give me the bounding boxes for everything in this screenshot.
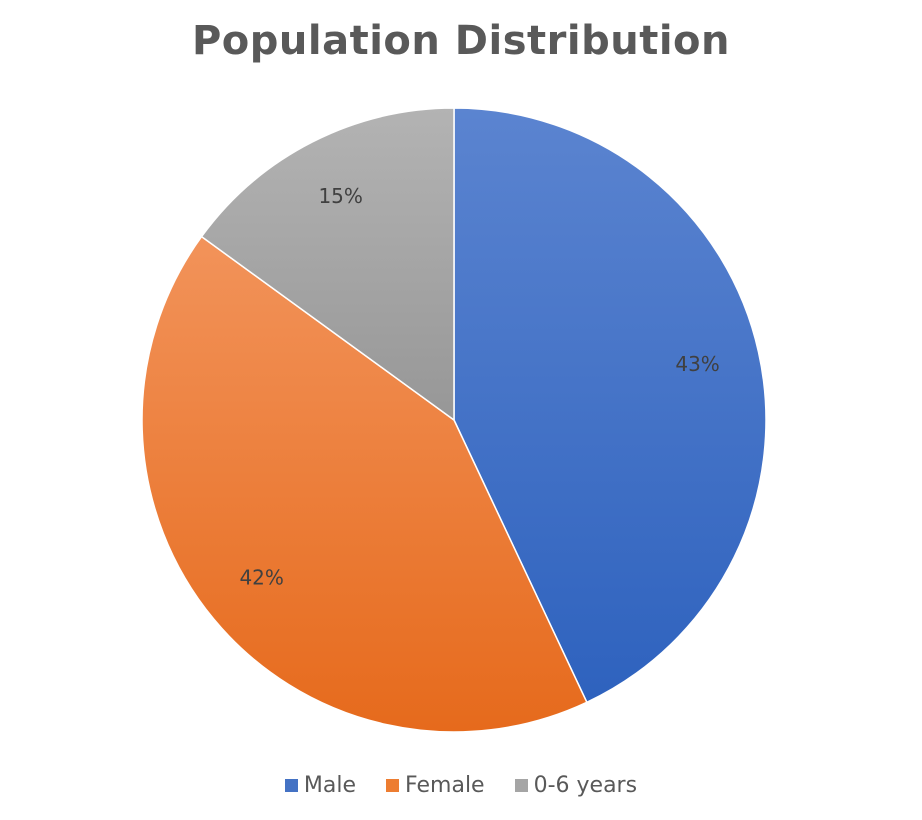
- pie-data-labels: 43% 42% 15%: [239, 184, 719, 589]
- pie-slice-female: [141, 235, 588, 733]
- legend-label-0-6-years: 0-6 years: [533, 773, 638, 798]
- legend-swatch-male: [284, 779, 298, 792]
- data-label-male: 43%: [675, 352, 719, 376]
- data-label-0-6-years: 15%: [318, 184, 362, 208]
- chart-title: Population Distribution: [191, 18, 730, 64]
- legend-item-male: Male: [284, 773, 357, 798]
- legend-item-0-6-years: 0-6 years: [514, 773, 638, 798]
- pie-slice-male: [453, 107, 767, 704]
- pie-slice-0-6-years: [200, 107, 455, 422]
- legend: Male Female 0-6 years: [0, 773, 922, 798]
- legend-label-male: Male: [303, 773, 357, 798]
- legend-swatch-0-6-years: [514, 779, 528, 792]
- legend-swatch-female: [386, 779, 400, 792]
- data-label-female: 42%: [239, 566, 283, 590]
- legend-label-female: Female: [405, 773, 485, 798]
- legend-item-female: Female: [386, 773, 485, 798]
- pie-slices: [141, 107, 767, 733]
